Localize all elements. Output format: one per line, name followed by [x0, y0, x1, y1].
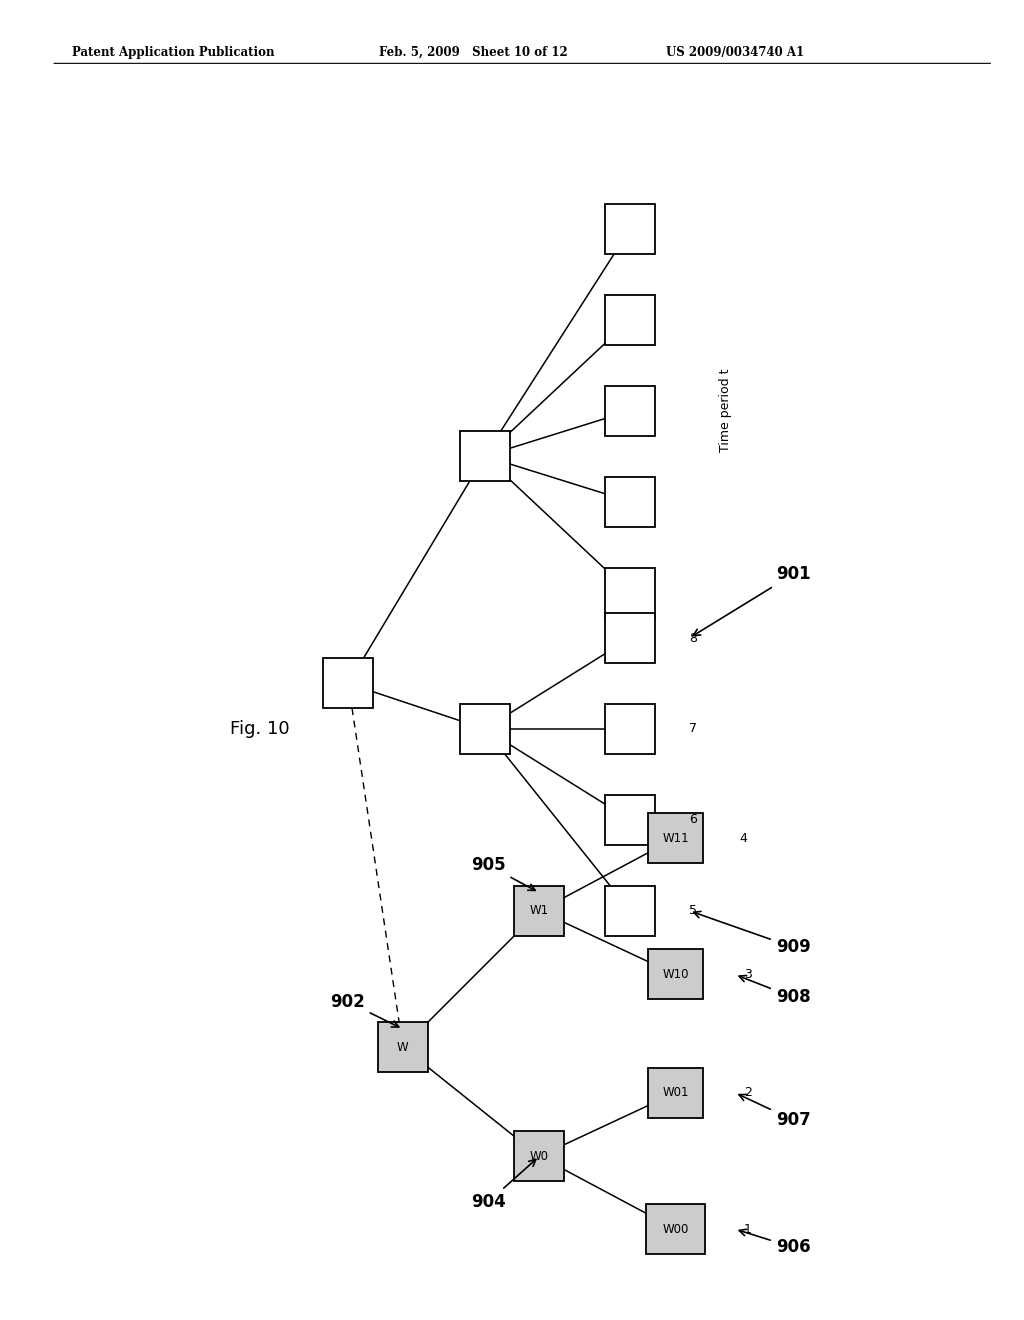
Text: Fig. 10: Fig. 10 — [230, 719, 290, 738]
Text: W01: W01 — [663, 1086, 689, 1100]
Bar — [605, 568, 655, 618]
Text: W10: W10 — [663, 968, 689, 981]
Bar — [605, 294, 655, 345]
Text: 3: 3 — [743, 968, 752, 981]
Bar — [605, 704, 655, 754]
Bar — [514, 1131, 564, 1181]
Text: 906: 906 — [739, 1229, 810, 1257]
Text: 2: 2 — [743, 1086, 752, 1100]
Bar — [460, 432, 510, 480]
Bar — [648, 1068, 702, 1118]
Text: 908: 908 — [739, 975, 810, 1006]
Bar — [605, 795, 655, 845]
Text: W1: W1 — [529, 904, 549, 917]
Bar — [648, 813, 702, 863]
Text: 905: 905 — [471, 857, 536, 891]
Text: W11: W11 — [663, 832, 689, 845]
Text: 909: 909 — [693, 911, 810, 956]
Text: W00: W00 — [663, 1222, 689, 1236]
Text: 904: 904 — [471, 1159, 536, 1210]
Bar — [514, 886, 564, 936]
Text: 1: 1 — [743, 1222, 752, 1236]
Text: 901: 901 — [693, 565, 810, 635]
Text: 4: 4 — [739, 832, 748, 845]
Bar — [324, 659, 374, 709]
Bar — [605, 385, 655, 436]
Text: 7: 7 — [689, 722, 697, 735]
Text: W: W — [397, 1040, 409, 1053]
Text: 907: 907 — [739, 1094, 810, 1129]
Text: W0: W0 — [529, 1150, 549, 1163]
Bar — [605, 477, 655, 527]
Bar — [605, 203, 655, 253]
Text: 5: 5 — [689, 904, 697, 917]
Text: 6: 6 — [689, 813, 697, 826]
Text: 902: 902 — [330, 993, 398, 1027]
Text: Time period t: Time period t — [719, 368, 732, 453]
Bar — [378, 1022, 428, 1072]
Text: Feb. 5, 2009   Sheet 10 of 12: Feb. 5, 2009 Sheet 10 of 12 — [379, 46, 567, 59]
Bar — [648, 949, 702, 999]
Bar — [605, 612, 655, 663]
Bar — [460, 704, 510, 754]
Bar — [646, 1204, 706, 1254]
Text: 8: 8 — [689, 631, 697, 644]
Text: US 2009/0034740 A1: US 2009/0034740 A1 — [666, 46, 804, 59]
Bar — [605, 886, 655, 936]
Text: Patent Application Publication: Patent Application Publication — [72, 46, 274, 59]
